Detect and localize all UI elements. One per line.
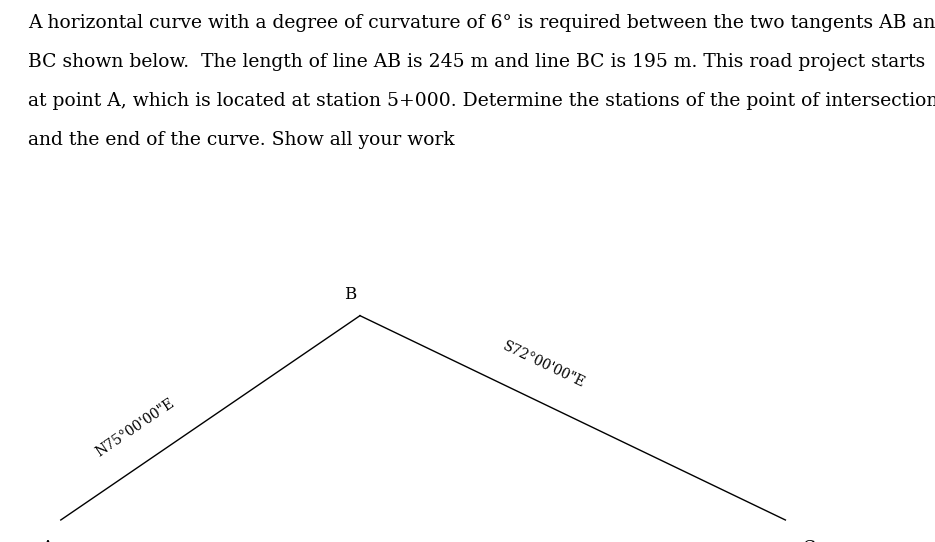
Text: at point A, which is located at station 5+000. Determine the stations of the poi: at point A, which is located at station … <box>28 92 935 109</box>
Text: BC shown below.  The length of line AB is 245 m and line BC is 195 m. This road : BC shown below. The length of line AB is… <box>28 53 926 70</box>
Text: and the end of the curve. Show all your work: and the end of the curve. Show all your … <box>28 131 454 149</box>
Text: S72°00'00"E: S72°00'00"E <box>500 339 587 390</box>
Text: C: C <box>802 539 815 542</box>
Text: B: B <box>344 286 357 303</box>
Text: A: A <box>41 539 52 542</box>
Text: N75°00'00"E: N75°00'00"E <box>93 396 177 460</box>
Text: A horizontal curve with a degree of curvature of 6° is required between the two : A horizontal curve with a degree of curv… <box>28 14 935 31</box>
